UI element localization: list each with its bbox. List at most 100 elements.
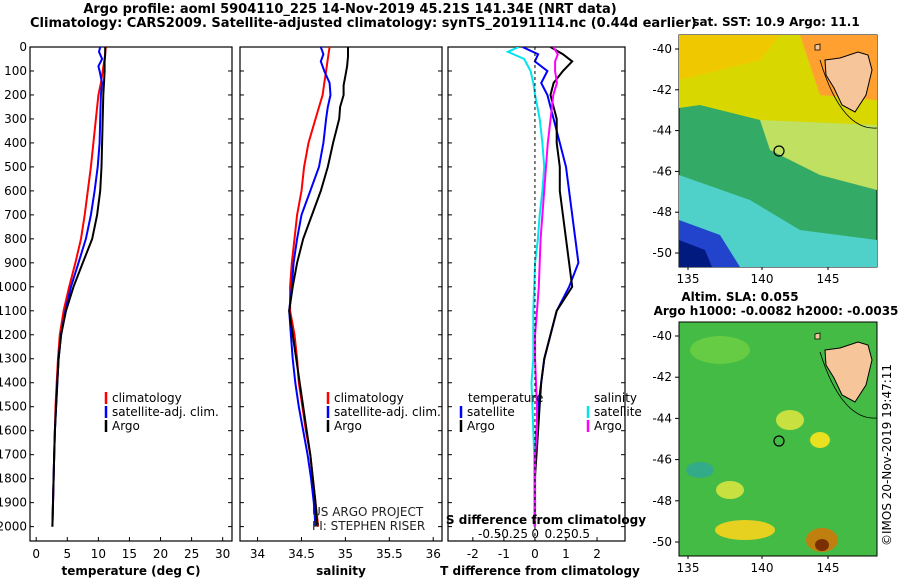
depth-tick-label: 1900 — [0, 496, 27, 510]
depth-tick-label: 800 — [4, 232, 27, 246]
map-bottom-lat-axis: -40 -42 -44 -46 -48 -50 — [652, 329, 679, 549]
depth-tick-label: 1800 — [0, 472, 27, 486]
credit-pi: PI: STEPHEN RISER — [312, 519, 425, 533]
series-line-1 — [288, 47, 332, 527]
map-top-lon-axis: 135 140 145 — [677, 267, 840, 286]
lat-tick-label: -50 — [652, 246, 672, 260]
lat-tick-label: -48 — [652, 205, 672, 219]
lat-tick-label: -40 — [652, 329, 672, 343]
s-difference-tick-label: -0.25 — [497, 527, 528, 541]
salinity-axis: 34 34.5 35 35.5 36 — [250, 537, 441, 561]
lat-tick-label: -44 — [652, 124, 672, 138]
lat-tick-label: -46 — [652, 453, 672, 467]
temperature-tick-label: 25 — [184, 547, 199, 561]
depth-tick-label: 1400 — [0, 376, 27, 390]
sla-patch — [815, 539, 829, 551]
salinity-tick-label: 34 — [250, 547, 265, 561]
depth-tick-label: 1100 — [0, 304, 27, 318]
sst-map — [678, 34, 878, 268]
sla-map — [678, 321, 878, 557]
depth-tick-label: 500 — [4, 160, 27, 174]
temperature-tick-label: 15 — [122, 547, 137, 561]
t-difference-tick-label: 0 — [531, 547, 539, 561]
lat-tick-label: -40 — [652, 42, 672, 56]
salinity-tick-label: 35.5 — [376, 547, 403, 561]
depth-tick-label: 900 — [4, 256, 27, 270]
depth-tick-label: 400 — [4, 136, 27, 150]
imos-watermark: ©IMOS 20-Nov-2019 19:47:11 — [880, 364, 894, 546]
legend-label-argo: Argo — [112, 419, 140, 433]
diff-series-line-3 — [534, 47, 559, 527]
depth-tick-label: 1300 — [0, 352, 27, 366]
tasmania-landmass — [824, 51, 873, 113]
depth-tick-label: 600 — [4, 184, 27, 198]
lon-tick-label: 135 — [677, 272, 700, 286]
salinity-tick-label: 36 — [426, 547, 441, 561]
legend-label-satellite: satellite-adj. clim. — [334, 405, 441, 419]
lon-tick-label: 145 — [817, 561, 840, 575]
lon-tick-label: 140 — [751, 561, 774, 575]
difference-legend: temperature satellite Argo salinity sate… — [459, 391, 642, 433]
legend-salinity-heading: salinity — [594, 391, 637, 405]
t-difference-axis-label: T difference from climatology — [440, 564, 640, 578]
salinity-legend: climatology satellite-adj. clim. Argo — [326, 391, 441, 433]
t-difference-tick-label: 1 — [562, 547, 570, 561]
lon-tick-label: 145 — [817, 272, 840, 286]
legend-label-satellite: satellite-adj. clim. — [112, 405, 219, 419]
depth-tick-label: 2000 — [0, 520, 27, 534]
depth-tick-label: 700 — [4, 208, 27, 222]
s-difference-axis-label: S difference from climatology — [446, 513, 646, 527]
island-landmass — [814, 332, 821, 340]
depth-axis: 0 100 200 300 400 500 600 700 800 900 1000 1100 1200… — [0, 40, 625, 534]
sst-cool-region — [679, 175, 877, 267]
lat-tick-label: -42 — [652, 83, 672, 97]
salinity-plot-frame — [239, 46, 443, 542]
sla-patch — [690, 336, 750, 364]
lon-tick-label: 135 — [677, 561, 700, 575]
temperature-tick-label: 20 — [153, 547, 168, 561]
lat-tick-label: -46 — [652, 164, 672, 178]
salinity-axis-label: salinity — [316, 564, 366, 578]
temperature-legend: climatology satellite-adj. clim. Argo — [104, 391, 219, 433]
lat-tick-label: -44 — [652, 411, 672, 425]
profile-title-line2: Climatology: CARS2009. Satellite-adjuste… — [30, 16, 697, 31]
map-bottom-lon-axis: 135 140 145 — [677, 556, 840, 575]
bathymetry-contour — [819, 351, 878, 419]
sla-patch — [716, 481, 744, 499]
depth-tick-label: 200 — [4, 88, 27, 102]
temperature-axis: 0 5 10 15 20 25 30 — [32, 537, 230, 561]
s-difference-tick-label: -0.5 — [478, 527, 501, 541]
depth-tick-label: 100 — [4, 64, 27, 78]
temperature-series — [51, 47, 107, 527]
s-difference-tick-label: 0.25 — [544, 527, 571, 541]
diff-series-line-1 — [533, 47, 574, 527]
profile-title-line1: Argo profile: aoml 5904110_225 14-Nov-20… — [83, 2, 617, 17]
t-difference-tick-label: 2 — [593, 547, 601, 561]
legend-label-temp-satellite: satellite — [467, 405, 515, 419]
lat-tick-label: -42 — [652, 370, 672, 384]
depth-tick-label: 1700 — [0, 448, 27, 462]
salinity-series — [288, 47, 349, 527]
credit-project: US ARGO PROJECT — [312, 505, 424, 519]
map-top-lat-axis: -40 -42 -44 -46 -48 -50 — [652, 42, 679, 260]
temperature-axis-label: temperature (deg C) — [62, 564, 201, 578]
sst-coldest-region — [679, 240, 712, 267]
lat-tick-label: -50 — [652, 535, 672, 549]
sst-mid-region — [760, 120, 877, 190]
legend-label-climatology: climatology — [112, 391, 182, 405]
s-difference-tick-label: 0.5 — [571, 527, 590, 541]
s-difference-axis: -0.5-0.2500.250.5 — [478, 527, 590, 541]
legend-label-climatology: climatology — [334, 391, 404, 405]
t-difference-tick-label: -2 — [467, 547, 479, 561]
depth-tick-label: 0 — [19, 40, 27, 54]
temperature-tick-label: 30 — [215, 547, 230, 561]
sla-patch — [776, 410, 804, 430]
lat-tick-label: -48 — [652, 494, 672, 508]
temperature-plot-frame — [29, 46, 233, 542]
t-difference-tick-label: -1 — [498, 547, 510, 561]
map-bottom-title-1: Altim. SLA: 0.055 — [681, 290, 798, 304]
bathymetry-contour — [819, 59, 878, 129]
temperature-tick-label: 5 — [63, 547, 71, 561]
temperature-tick-label: 10 — [91, 547, 106, 561]
